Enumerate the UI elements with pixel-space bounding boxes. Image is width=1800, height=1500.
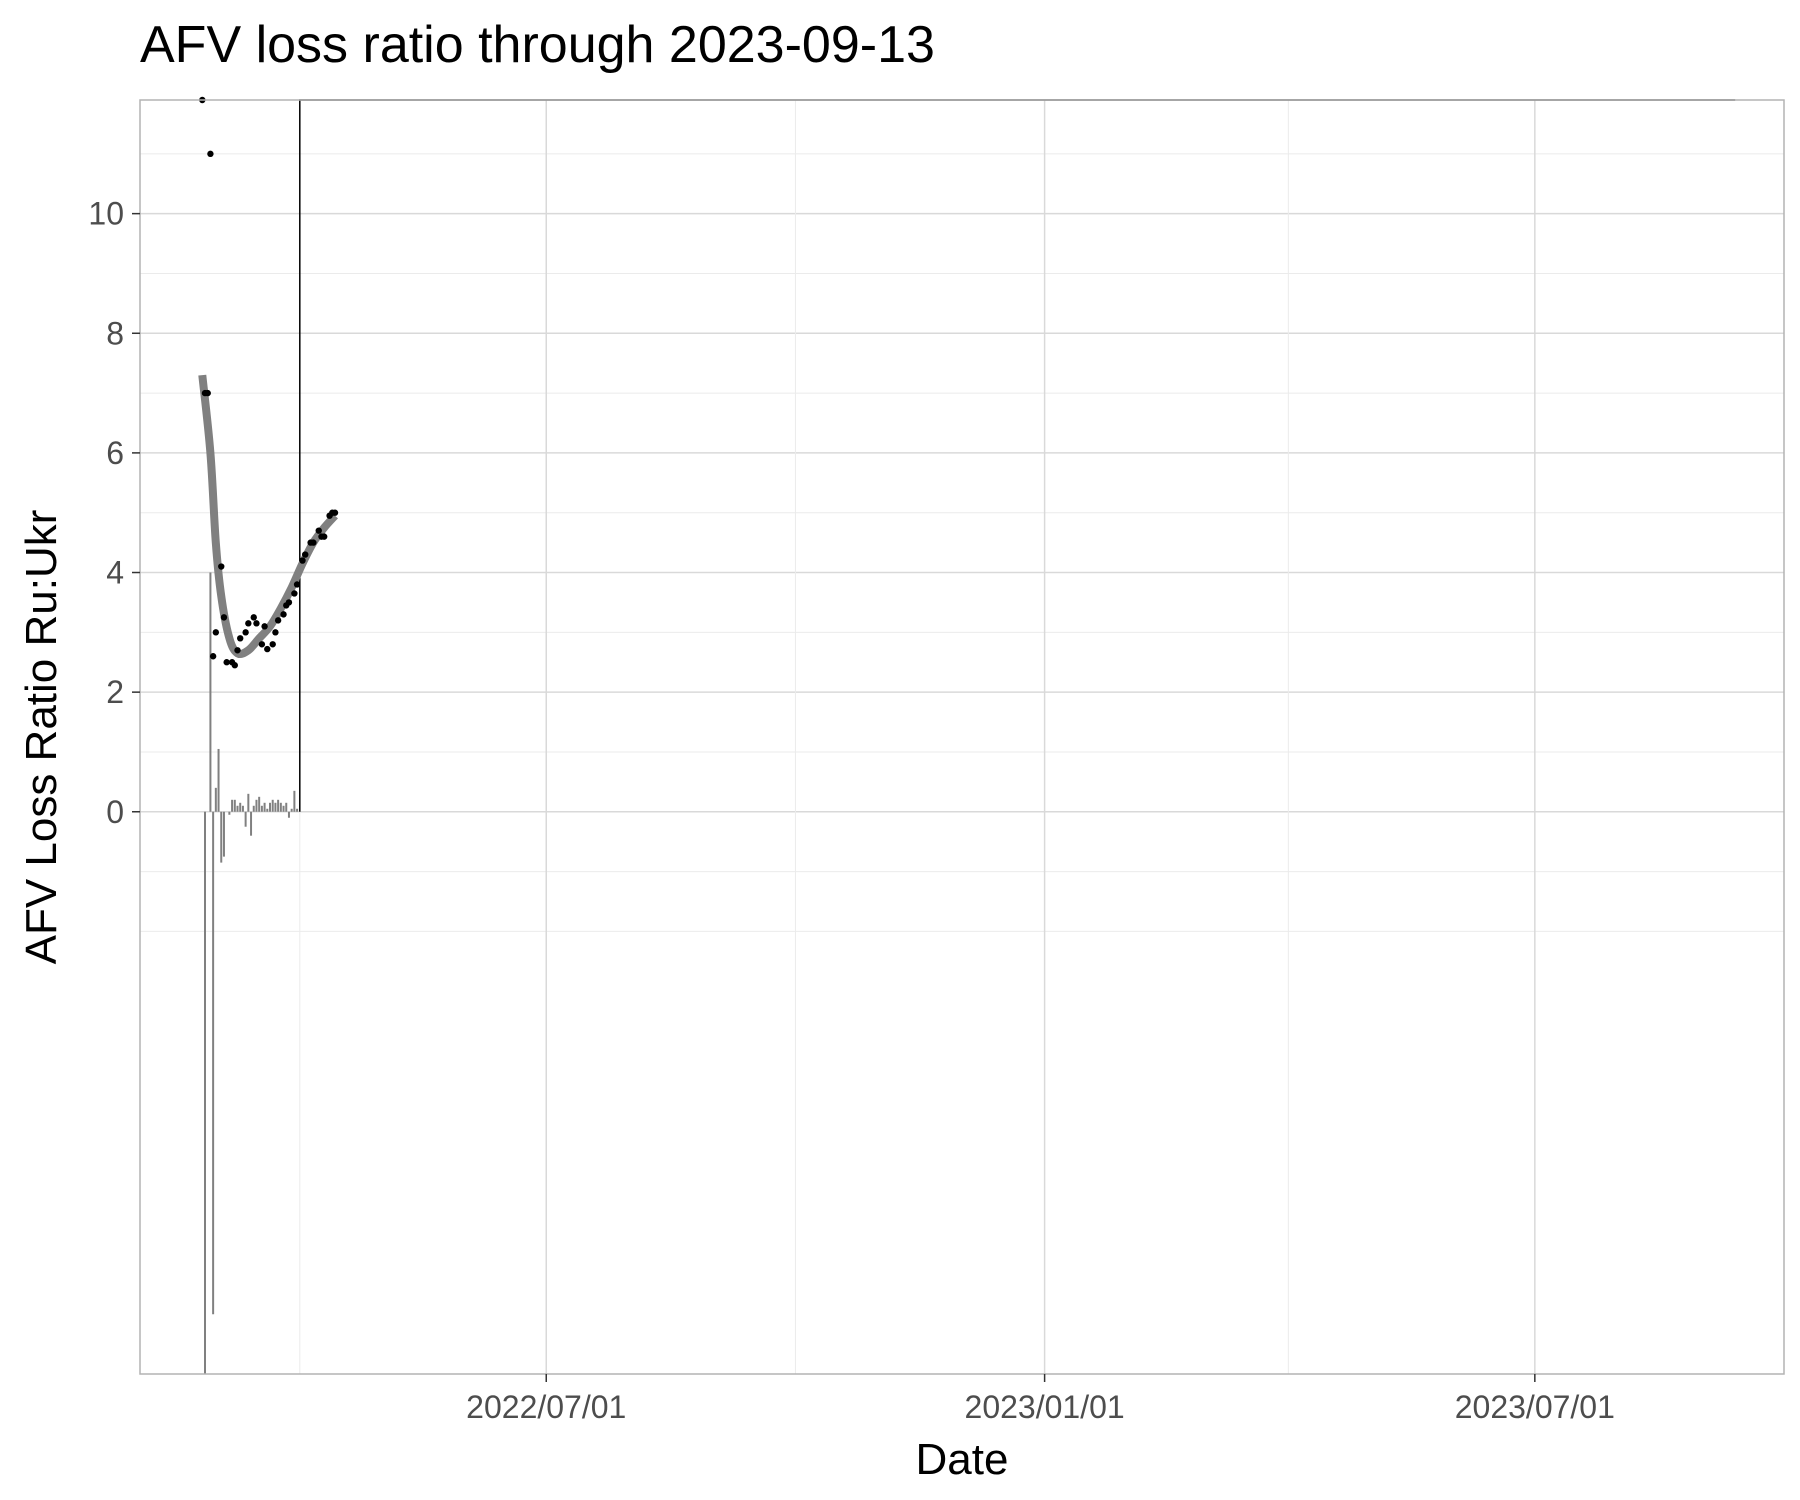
y-tick-label: 10 [88, 196, 124, 232]
ratio-point [331, 509, 339, 516]
ratio-point [315, 527, 322, 534]
cumulative-step-line [299, 99, 1736, 812]
y-tick-label: 4 [106, 555, 124, 591]
ratio-point [220, 614, 228, 621]
ratio-point [242, 629, 249, 636]
ratio-point [310, 539, 317, 546]
ratio-point [291, 590, 298, 597]
x-tick-label: 2022/07/01 [466, 1389, 626, 1425]
ratio-point [269, 641, 276, 648]
y-tick-label: 2 [106, 674, 124, 710]
ratio-point [231, 662, 238, 669]
ratio-point [209, 653, 217, 660]
ratio-point [234, 647, 241, 654]
ratio-point [293, 581, 301, 588]
y-axis-title: AFV Loss Ratio Ru:Ukr [17, 510, 66, 965]
y-tick-label: 8 [106, 315, 124, 351]
x-tick-label: 2023/07/01 [1455, 1389, 1615, 1425]
ratio-point [274, 617, 282, 624]
y-tick-label: 0 [106, 794, 124, 830]
y-tick-layer: 0 2 4 6 8 10 [88, 196, 140, 830]
grid-layer [140, 100, 1785, 1374]
bar-layer [204, 572, 299, 1374]
ratio-point [237, 635, 244, 642]
ratio-point [223, 659, 230, 666]
ratio-point [272, 629, 279, 636]
point-layer [199, 96, 339, 669]
y-tick-label: 6 [106, 435, 124, 471]
ratio-point [212, 629, 220, 636]
ratio-point [302, 551, 309, 558]
ratio-point [261, 623, 268, 630]
ratio-point [250, 614, 257, 621]
ratio-point [264, 645, 271, 653]
panel-border [139, 99, 1785, 1375]
ratio-point [245, 620, 252, 627]
smoothed-trend-line [198, 374, 338, 659]
ratio-point [204, 389, 211, 397]
ratio-point [258, 641, 266, 648]
ratio-point [280, 611, 287, 618]
x-tick-layer: 2022/07/01 2023/01/01 2023/07/01 [466, 1374, 1615, 1425]
ratio-point [320, 533, 328, 540]
ratio-point [285, 599, 293, 606]
step-layer [299, 99, 1736, 812]
x-tick-label: 2023/01/01 [965, 1389, 1125, 1425]
chart-title: AFV loss ratio through 2023-09-13 [140, 16, 935, 74]
smooth-layer [198, 374, 338, 659]
ratio-point [207, 150, 214, 158]
ratio-point [299, 557, 306, 564]
x-axis-title: Date [916, 1435, 1009, 1484]
ratio-point [253, 620, 260, 627]
ratio-point [218, 563, 225, 570]
